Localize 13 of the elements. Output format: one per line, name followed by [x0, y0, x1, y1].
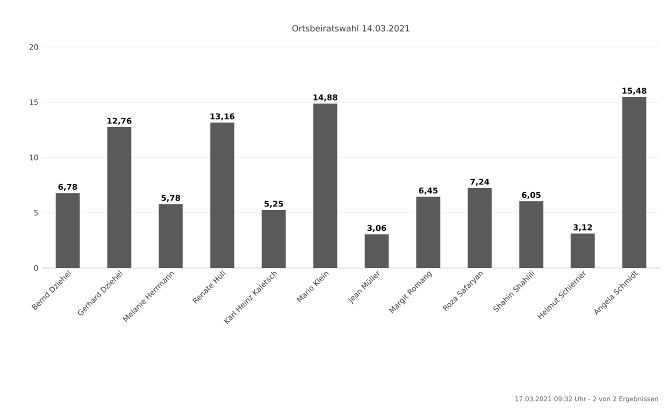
bar [158, 204, 183, 268]
bar [570, 234, 595, 268]
bar [416, 196, 440, 268]
bar [210, 122, 234, 268]
bar [364, 234, 389, 268]
bar [622, 96, 646, 268]
chart-title: Ortsbeiratswahl 14.03.2021 [292, 24, 410, 32]
bar [468, 188, 492, 268]
bar [519, 201, 544, 268]
bar [262, 210, 286, 268]
bar [56, 193, 80, 268]
bar [313, 104, 338, 268]
bar [107, 127, 132, 268]
